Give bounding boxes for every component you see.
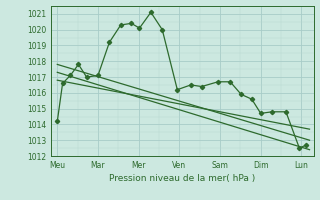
X-axis label: Pression niveau de la mer( hPa ): Pression niveau de la mer( hPa ) <box>109 174 256 183</box>
